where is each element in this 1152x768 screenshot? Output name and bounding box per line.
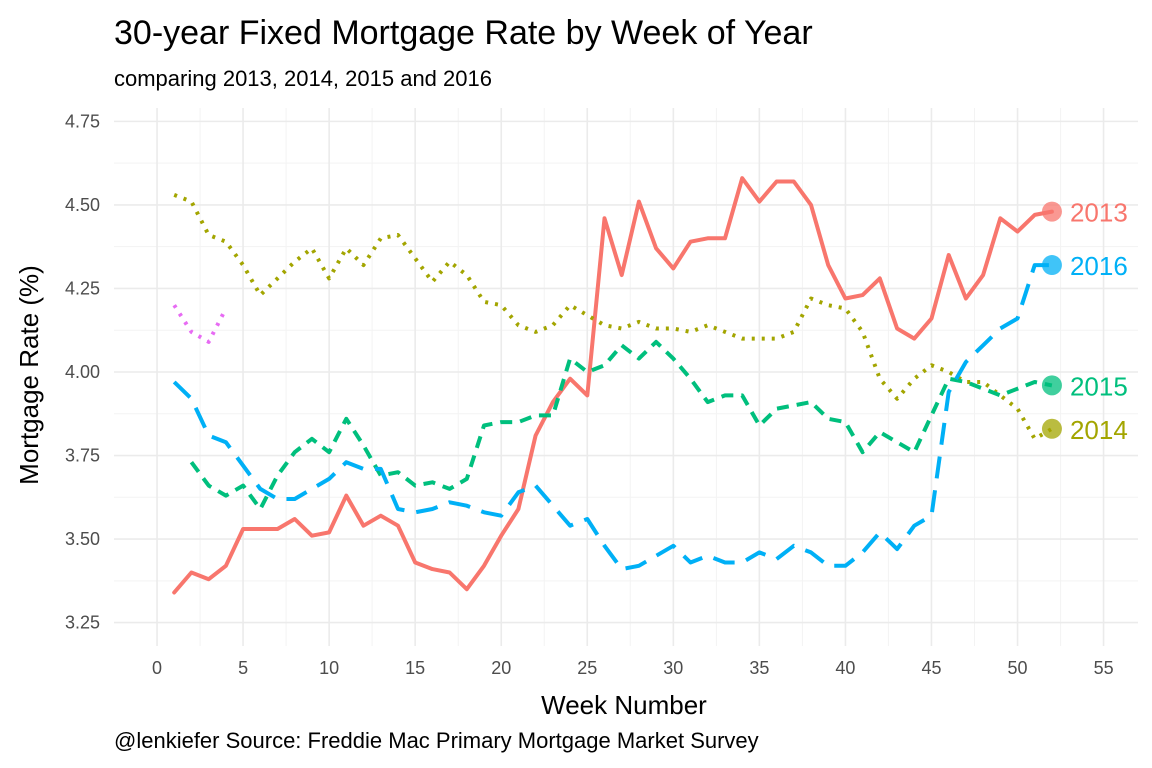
x-tick-label: 25	[577, 658, 597, 678]
x-tick-label: 15	[405, 658, 425, 678]
y-tick-label: 4.50	[65, 195, 100, 215]
x-tick-label: 5	[238, 658, 248, 678]
endpoint-marker-2013	[1041, 201, 1062, 222]
x-tick-label: 10	[319, 658, 339, 678]
x-tick-label: 0	[152, 658, 162, 678]
x-tick-label: 20	[491, 658, 511, 678]
y-tick-label: 3.25	[65, 613, 100, 633]
series-lines	[172, 176, 1054, 595]
x-tick-label: 30	[663, 658, 683, 678]
chart-subtitle: comparing 2013, 2014, 2015 and 2016	[114, 66, 492, 91]
series-end-labels: 2013 2014 2015 2016	[1041, 198, 1128, 445]
y-tick-label: 4.25	[65, 278, 100, 298]
x-axis-ticks: 0 5 10 15 20 25 30 35 40 45 50 55	[152, 658, 1114, 678]
y-tick-label: 4.75	[65, 111, 100, 131]
endpoint-marker-2015	[1041, 375, 1062, 396]
series-line-2014	[173, 193, 1053, 441]
x-tick-label: 50	[1008, 658, 1028, 678]
end-label-2016: 2016	[1070, 251, 1128, 281]
y-axis-ticks: 3.25 3.50 3.75 4.00 4.25 4.50 4.75	[65, 111, 100, 632]
x-tick-label: 35	[749, 658, 769, 678]
y-tick-label: 3.75	[65, 446, 100, 466]
y-axis-title: Mortgage Rate (%)	[14, 265, 44, 485]
endpoint-marker-2016	[1041, 255, 1062, 276]
y-tick-label: 4.00	[65, 362, 100, 382]
series-line-2016	[172, 263, 1052, 572]
series-line-extra	[172, 304, 228, 344]
grid	[114, 108, 1138, 646]
x-tick-label: 45	[921, 658, 941, 678]
x-tick-label: 40	[835, 658, 855, 678]
end-label-2015: 2015	[1070, 371, 1128, 401]
endpoint-marker-2014	[1041, 418, 1062, 439]
x-axis-title: Week Number	[541, 690, 707, 720]
chart-title: 30-year Fixed Mortgage Rate by Week of Y…	[114, 14, 813, 52]
chart-caption: @lenkiefer Source: Freddie Mac Primary M…	[114, 728, 759, 753]
x-tick-label: 55	[1094, 658, 1114, 678]
series-line-2013	[172, 176, 1054, 595]
end-label-2013: 2013	[1070, 198, 1128, 228]
y-tick-label: 3.50	[65, 529, 100, 549]
end-label-2014: 2014	[1070, 415, 1128, 445]
series-line-2015	[189, 339, 1053, 511]
